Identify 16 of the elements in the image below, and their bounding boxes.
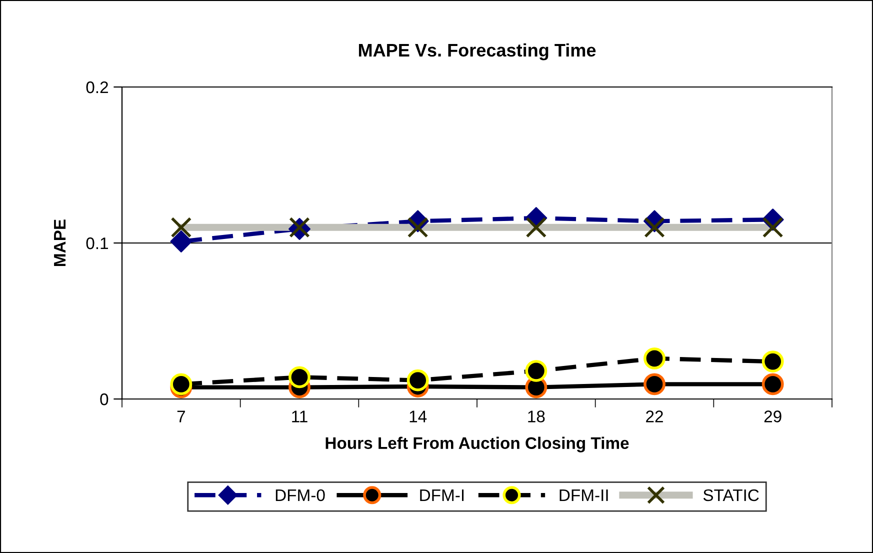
y-tick-label: 0.2 <box>86 81 108 94</box>
x-tick-label: 7 <box>177 410 185 422</box>
legend-label: DFM-0 <box>276 489 325 502</box>
chart-title: MAPE Vs. Forecasting Time <box>358 43 596 60</box>
x-tick-label: 22 <box>646 410 663 422</box>
x-tick-label: 14 <box>410 410 427 422</box>
legend-label: STATIC <box>703 489 759 502</box>
legend-label: DFM-I <box>420 489 464 501</box>
x-axis-title: Hours Left From Auction Closing Time <box>326 436 629 452</box>
x-tick-label: 18 <box>528 410 545 422</box>
y-axis-title: MAPE <box>54 220 66 266</box>
x-tick-label: 29 <box>764 410 782 422</box>
x-tick-label: 11 <box>292 410 308 422</box>
y-tick-label: 0 <box>100 393 108 406</box>
legend-label: DFM-II <box>560 489 608 501</box>
y-tick-label: 0.1 <box>86 237 108 250</box>
